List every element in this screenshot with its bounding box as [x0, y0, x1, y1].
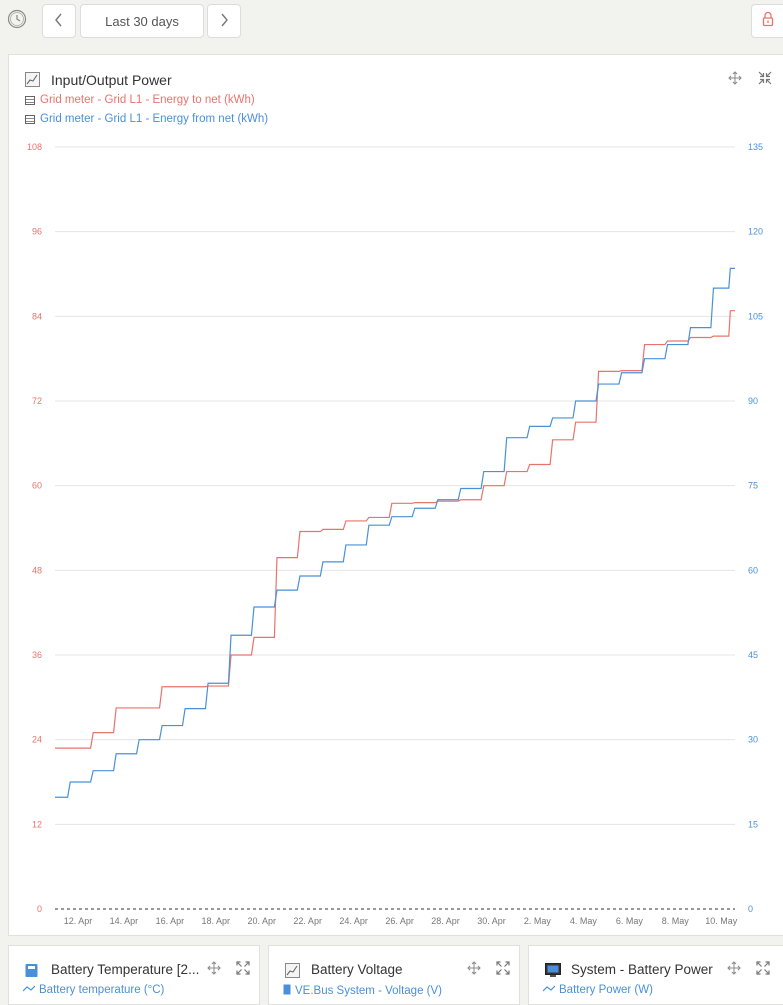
next-period-button[interactable] — [207, 4, 241, 38]
panel-title: Input/Output Power — [51, 72, 172, 88]
x-tick-label: 30. Apr — [477, 916, 506, 926]
energy-line-chart[interactable]: 0 12 24 36 48 60 72 84 96 108 0 15 30 45 60 75 90 105 120… — [9, 135, 783, 935]
x-tick-label: 8. May — [662, 916, 690, 926]
x-tick-label: 16. Apr — [156, 916, 185, 926]
right-tick-label: 105 — [748, 311, 763, 321]
panel-subtitle[interactable]: Battery temperature (°C) — [22, 984, 165, 996]
x-tick-label: 24. Apr — [339, 916, 368, 926]
previous-period-button[interactable] — [42, 4, 76, 38]
right-tick-label: 30 — [748, 735, 758, 745]
right-tick-label: 120 — [748, 227, 763, 237]
battery-device-icon — [25, 963, 38, 983]
x-tick-label: 28. Apr — [431, 916, 460, 926]
battery-voltage-panel: Battery Voltage VE.Bus System - Voltage … — [268, 945, 520, 1005]
expand-icon[interactable] — [236, 961, 250, 980]
panel-title: Battery Voltage — [311, 962, 403, 977]
x-tick-label: 4. May — [570, 916, 598, 926]
left-tick-label: 0 — [37, 904, 42, 914]
input-output-power-panel: Input/Output Power Grid meter - Grid L1 … — [8, 54, 783, 936]
meter-icon — [25, 114, 35, 124]
grid-lines — [55, 146, 735, 910]
move-icon[interactable] — [467, 961, 481, 980]
line-series-icon — [22, 984, 36, 996]
x-tick-label: 6. May — [616, 916, 644, 926]
monitor-icon — [545, 963, 561, 982]
expand-icon[interactable] — [756, 961, 770, 980]
x-tick-label: 10. May — [705, 916, 738, 926]
battery-device-icon — [283, 984, 291, 998]
chevron-right-icon — [219, 13, 229, 30]
panel-title: Battery Temperature [2... — [51, 962, 200, 977]
collapse-icon[interactable] — [758, 71, 772, 90]
right-tick-label: 15 — [748, 819, 758, 829]
left-tick-label: 12 — [32, 819, 42, 829]
series-line-1[interactable] — [55, 267, 735, 798]
graph-icon — [25, 72, 40, 92]
right-tick-label: 135 — [748, 142, 763, 152]
left-tick-label: 36 — [32, 650, 42, 660]
right-tick-label: 0 — [748, 904, 753, 914]
left-tick-label: 60 — [32, 481, 42, 491]
subtitle-text: Battery temperature (°C) — [39, 984, 165, 996]
x-tick-label: 18. Apr — [202, 916, 231, 926]
x-tick-label: 14. Apr — [110, 916, 139, 926]
legend-label: Grid meter - Grid L1 - Energy to net (kW… — [40, 94, 255, 106]
right-tick-label: 75 — [748, 481, 758, 491]
left-tick-label: 72 — [32, 396, 42, 406]
left-axis: 0 12 24 36 48 60 72 84 96 108 — [27, 142, 42, 914]
subtitle-text: Battery Power (W) — [559, 984, 653, 996]
right-tick-label: 60 — [748, 565, 758, 575]
x-tick-label: 22. Apr — [293, 916, 322, 926]
legend-label: Grid meter - Grid L1 - Energy from net (… — [40, 113, 269, 125]
right-tick-label: 45 — [748, 650, 758, 660]
subtitle-text: VE.Bus System - Voltage (V) — [295, 985, 443, 997]
chevron-left-icon — [54, 13, 64, 30]
legend-item-energy-to-net[interactable]: Grid meter - Grid L1 - Energy to net (kW… — [25, 94, 255, 106]
panel-title: System - Battery Power — [571, 962, 713, 977]
left-tick-label: 84 — [32, 311, 42, 321]
meter-icon — [25, 95, 35, 105]
line-series-icon — [542, 984, 556, 996]
system-battery-power-panel: System - Battery Power Battery Power (W) — [528, 945, 783, 1005]
panel-subtitle[interactable]: VE.Bus System - Voltage (V) — [283, 984, 442, 998]
move-icon[interactable] — [728, 71, 742, 90]
date-range-button[interactable]: Last 30 days — [80, 4, 204, 38]
left-tick-label: 24 — [32, 735, 42, 745]
battery-temperature-panel: Battery Temperature [2... Battery temper… — [8, 945, 260, 1005]
legend-item-energy-from-net[interactable]: Grid meter - Grid L1 - Energy from net (… — [25, 113, 268, 125]
expand-icon[interactable] — [496, 961, 510, 980]
clock-icon[interactable] — [7, 9, 27, 29]
left-tick-label: 108 — [27, 142, 42, 152]
lock-button[interactable] — [751, 4, 783, 38]
x-tick-label: 20. Apr — [247, 916, 276, 926]
move-icon[interactable] — [207, 961, 221, 980]
move-icon[interactable] — [727, 961, 741, 980]
x-tick-label: 26. Apr — [385, 916, 414, 926]
x-tick-label: 2. May — [524, 916, 552, 926]
toolbar: Last 30 days — [0, 0, 783, 44]
right-tick-label: 90 — [748, 396, 758, 406]
right-axis: 0 15 30 45 60 75 90 105 120 135 — [748, 142, 763, 914]
series-lines — [55, 267, 735, 798]
series-line-0[interactable] — [55, 310, 735, 749]
date-range-label: Last 30 days — [105, 13, 179, 29]
panel-subtitle[interactable]: Battery Power (W) — [542, 984, 653, 996]
left-tick-label: 48 — [32, 565, 42, 575]
lock-icon — [761, 11, 775, 32]
x-tick-label: 12. Apr — [64, 916, 93, 926]
left-tick-label: 96 — [32, 227, 42, 237]
x-axis: 12. Apr 14. Apr 16. Apr 18. Apr 20. Apr 22. A… — [64, 916, 738, 926]
graph-icon — [285, 963, 300, 983]
